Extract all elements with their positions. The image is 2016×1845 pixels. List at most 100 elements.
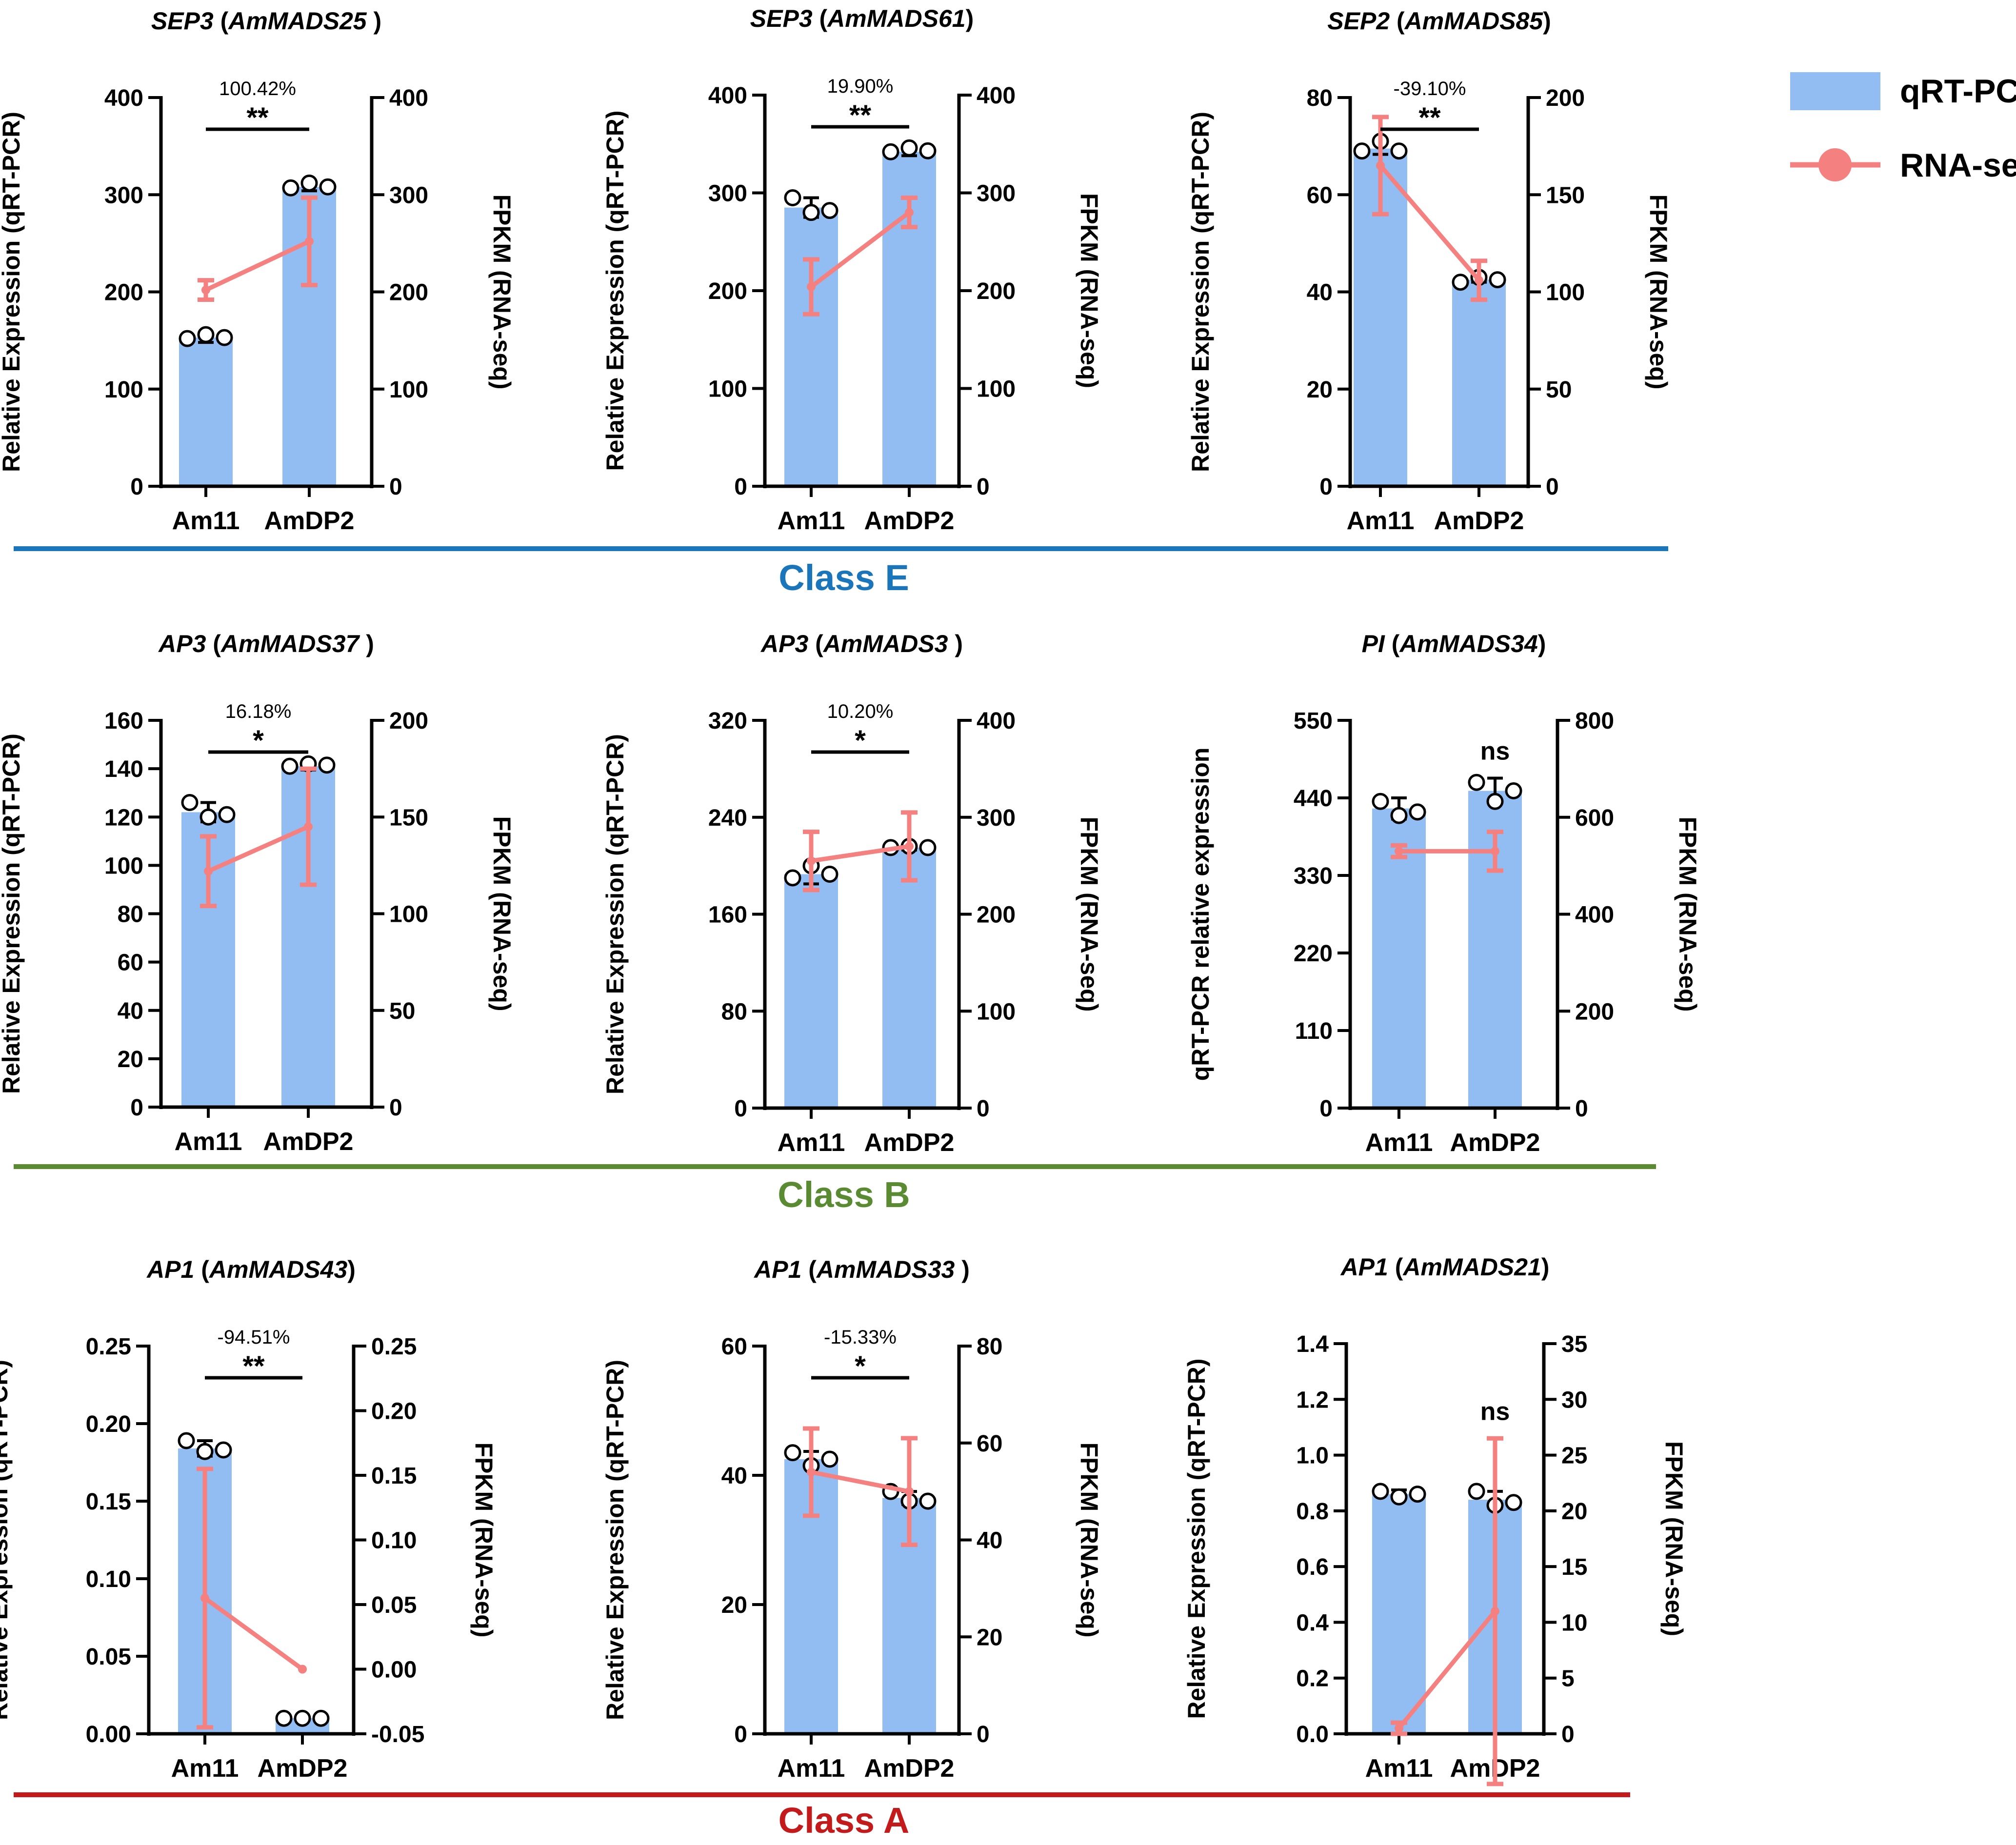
rnaseq-point	[807, 856, 816, 866]
significance-label: *	[855, 725, 866, 756]
y2-tick-label: 200	[977, 278, 1016, 304]
y-axis-title: Relative Expression (qRT-PCR)	[601, 1360, 629, 1720]
rnaseq-point	[1395, 1724, 1403, 1733]
legend: qRT-PCR RNA-seq	[1790, 72, 2016, 184]
chart-title: AP1 (AmMADS33 )	[753, 1256, 970, 1283]
y-tick-label: 440	[1294, 786, 1333, 812]
y2-tick-label: 0.05	[371, 1592, 417, 1618]
y2-tick-label: 0.10	[371, 1528, 417, 1554]
percent-change-label: 10.20%	[827, 701, 894, 722]
x-tick-label: Am11	[171, 1754, 239, 1783]
replicate-point	[294, 1709, 311, 1727]
title-suffix: )	[347, 1256, 356, 1283]
bar	[1372, 1494, 1426, 1734]
y2-tick-label: 800	[1575, 708, 1614, 734]
title-gene: PI	[1362, 630, 1385, 657]
y2-axis-title: FPKM (RNA-seq)	[1076, 1443, 1103, 1638]
y-tick-label: 1.4	[1296, 1331, 1329, 1357]
chart-title: AP1 (AmMADS43)	[146, 1256, 356, 1283]
y-tick-label: 0	[1319, 474, 1333, 500]
y2-tick-label: 15	[1561, 1554, 1587, 1580]
y-tick-label: 110	[1295, 1018, 1333, 1044]
chart-panel-6: PI (AmMADS34) 0 110 220 330 440 550 0 200 400 600 8…	[1187, 630, 1701, 1157]
rnaseq-point	[1491, 847, 1499, 856]
y-axis-title: Relative Expression (qRT-PCR)	[0, 734, 25, 1094]
rnaseq-point	[905, 1487, 914, 1496]
y2-tick-label: 600	[1575, 805, 1614, 831]
replicate-point	[1468, 1483, 1485, 1500]
x-tick-label: AmDP2	[864, 507, 955, 535]
title-gene: SEP2	[1327, 7, 1390, 35]
rnaseq-point	[1475, 276, 1483, 285]
replicate-point	[919, 142, 937, 159]
chart-panel-1: SEP3 (AmMADS25 ) 0 100 200 300 400 0 100 200 300 4…	[0, 7, 516, 535]
y-tick-label: 1.0	[1296, 1443, 1329, 1469]
y-tick-label: 0	[734, 1096, 747, 1122]
replicate-point	[200, 808, 217, 826]
chart-title: AP3 (AmMADS37 )	[158, 630, 374, 657]
x-tick-label: AmDP2	[1450, 1129, 1540, 1157]
y-tick-label: 0.15	[86, 1489, 131, 1515]
y-tick-label: 40	[721, 1463, 747, 1489]
title-id: AmMADS85	[1404, 7, 1544, 35]
y2-tick-label: 20	[1561, 1499, 1587, 1525]
y2-tick-label: 150	[1546, 182, 1585, 208]
y2-tick-label: 150	[389, 805, 428, 831]
y2-tick-label: 80	[977, 1334, 1002, 1360]
title-id: AmMADS3	[822, 630, 948, 657]
x-tick-label: Am11	[172, 507, 240, 535]
charts-layer: SEP3 (AmMADS25 )010020030040001002003004…	[0, 5, 1701, 1786]
y2-tick-label: 0.20	[371, 1399, 417, 1425]
title-id: AmMADS25	[227, 7, 367, 35]
bar	[784, 874, 838, 1108]
rnaseq-point	[807, 282, 816, 291]
title-id: AmMADS34	[1398, 630, 1537, 657]
y-tick-label: 140	[104, 756, 143, 782]
x-tick-label: AmDP2	[258, 1754, 348, 1783]
chart-panel-5: AP3 (AmMADS3 ) 0 80 160 240 320 0 100 200 300 400 A…	[601, 630, 1103, 1157]
y2-tick-label: 20	[977, 1625, 1002, 1650]
title-suffix: )	[966, 5, 974, 32]
replicate-point	[1372, 1483, 1389, 1500]
y-axis-title: Relative Expression (qRT-PCR)	[1183, 1358, 1210, 1719]
y-tick-label: 0.8	[1296, 1499, 1329, 1525]
y2-axis-title: FPKM (RNA-seq)	[1076, 193, 1103, 388]
chart-panel-2: SEP3 (AmMADS61) 0 100 200 300 400 0 100 200 300 40…	[601, 5, 1103, 535]
replicate-point	[1505, 782, 1522, 800]
replicate-point	[1390, 807, 1408, 824]
y-tick-label: 0	[130, 1095, 143, 1121]
x-tick-label: Am11	[778, 1129, 845, 1157]
x-tick-label: AmDP2	[264, 507, 355, 535]
y2-tick-label: 10	[1561, 1610, 1587, 1636]
chart-title: SEP2 (AmMADS85)	[1327, 7, 1551, 35]
y-tick-label: 0.4	[1296, 1610, 1329, 1636]
replicate-point	[218, 806, 236, 823]
y-tick-label: 80	[721, 999, 747, 1025]
bar	[784, 207, 838, 486]
y2-tick-label: 300	[389, 182, 428, 208]
replicate-point	[216, 329, 233, 346]
replicate-point	[1452, 274, 1469, 291]
title-gene: AP3	[760, 630, 808, 657]
rnaseq-line	[810, 211, 911, 289]
chart-title: AP1 (AmMADS21)	[1340, 1253, 1550, 1281]
title-paren: (	[1388, 1253, 1403, 1281]
y-axis-title: Relative Expression (qRT-PCR)	[601, 734, 629, 1094]
y2-tick-label: 200	[977, 902, 1016, 928]
y-tick-label: 60	[1307, 182, 1333, 208]
replicate-point	[178, 1432, 195, 1449]
y-tick-label: 0	[734, 474, 747, 500]
y-tick-label: 400	[104, 85, 143, 111]
percent-change-label: -39.10%	[1394, 78, 1466, 99]
y2-tick-label: 0.00	[371, 1657, 417, 1683]
y-tick-label: 0.0	[1296, 1722, 1329, 1747]
y2-tick-label: 100	[389, 902, 428, 928]
y2-tick-label: 0.15	[371, 1463, 417, 1489]
chart-title: SEP3 (AmMADS61)	[750, 5, 974, 32]
title-gene: SEP3	[151, 7, 214, 35]
rnaseq-point	[304, 822, 313, 832]
title-gene: AP1	[753, 1256, 801, 1283]
bar	[179, 337, 233, 486]
title-id: AmMADS43	[208, 1256, 348, 1283]
class-a-label: Class A	[778, 1800, 910, 1841]
